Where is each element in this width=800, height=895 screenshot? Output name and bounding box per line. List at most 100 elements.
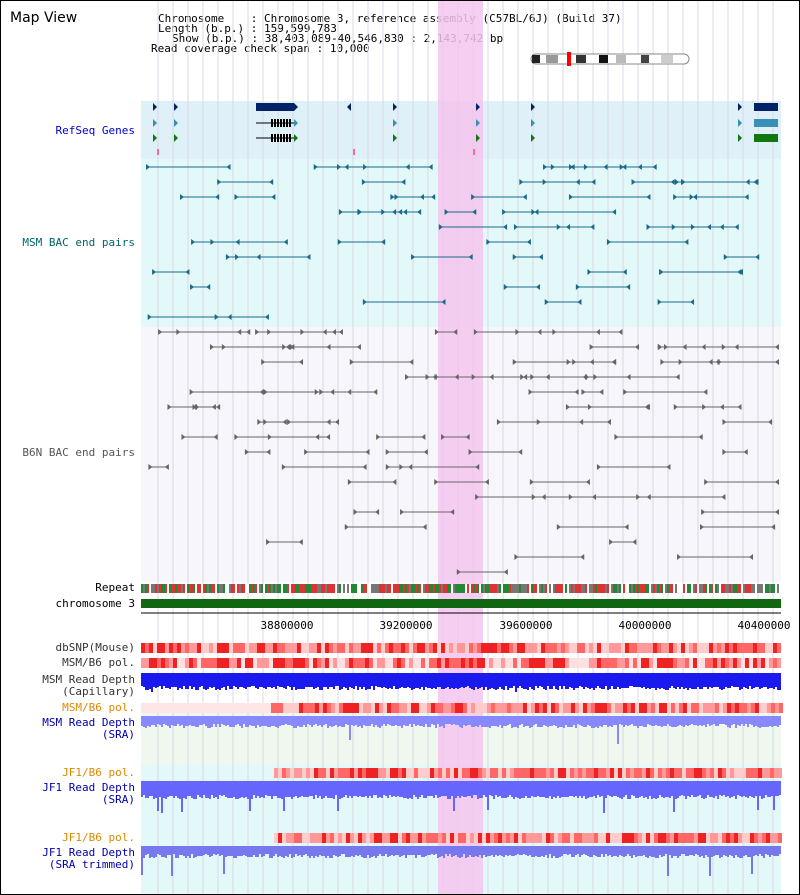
track-label-dbsnp[interactable]: dbSNP(Mouse) — [55, 641, 135, 654]
repeat-segment — [205, 584, 207, 593]
heat-cell — [634, 833, 638, 843]
chromosome-ideogram[interactable] — [530, 52, 690, 66]
depth-bar — [225, 781, 227, 797]
b6n-pair-end — [599, 389, 604, 395]
selected-region-highlight[interactable] — [438, 1, 483, 894]
depth-bar — [141, 673, 143, 686]
depth-bar — [455, 781, 457, 798]
repeat-segment — [449, 584, 451, 593]
heat-cell — [273, 658, 277, 668]
depth-bar — [253, 673, 255, 686]
depth-bar — [393, 673, 395, 686]
depth-bar — [551, 846, 553, 858]
track-label-jf1-b6-pol-2[interactable]: JF1/B6 pol. — [62, 831, 135, 844]
heat-cell — [703, 703, 707, 713]
depth-bar — [355, 781, 357, 796]
depth-bar — [173, 781, 175, 798]
depth-bar — [251, 781, 253, 799]
depth-bar — [733, 781, 735, 796]
repeat-segment — [159, 584, 161, 593]
heat-cell — [739, 703, 743, 713]
heat-cell — [578, 768, 582, 778]
depth-bar — [175, 673, 177, 687]
depth-bar — [523, 716, 525, 727]
depth-bar — [321, 781, 323, 799]
depth-bar — [313, 781, 315, 799]
track-label-refseq[interactable]: RefSeq Genes — [55, 124, 135, 137]
depth-bar — [335, 673, 337, 686]
depth-bar — [317, 781, 319, 798]
depth-bar — [743, 846, 745, 856]
repeat-segment — [393, 584, 395, 593]
depth-bar — [663, 781, 665, 798]
heat-cell — [539, 703, 543, 713]
repeat-segment — [175, 584, 177, 593]
track-label-chromosome[interactable]: chromosome 3 — [55, 597, 135, 610]
track-label-repeat[interactable]: Repeat — [95, 581, 135, 594]
track-label-jf1-depth-sra[interactable]: JF1 Read Depth (SRA) — [42, 782, 135, 806]
msm-pair-end — [512, 254, 517, 260]
depth-bar — [697, 673, 699, 687]
depth-bar — [421, 716, 423, 726]
depth-bar — [635, 716, 637, 726]
depth-bar — [405, 716, 407, 726]
heat-cell — [505, 643, 509, 653]
repeat-segment — [469, 584, 471, 593]
depth-bar — [187, 673, 189, 689]
depth-bar — [765, 846, 767, 854]
depth-bar — [361, 673, 363, 689]
depth-bar — [669, 781, 671, 798]
depth-bar — [549, 673, 551, 689]
track-label-msm-b6-pol[interactable]: MSM/B6 pol. — [62, 656, 135, 669]
depth-bar — [391, 846, 393, 855]
depth-bar — [169, 716, 171, 728]
repeat-segment — [537, 584, 539, 593]
depth-bar — [229, 846, 231, 856]
track-label-b6n-bac[interactable]: B6N BAC end pairs — [22, 446, 135, 459]
track-label-msm-depth-sra[interactable]: MSM Read Depth (SRA) — [42, 717, 135, 741]
track-label-msm-bac[interactable]: MSM BAC end pairs — [22, 236, 135, 249]
depth-bar — [255, 846, 257, 857]
repeat-segment — [597, 584, 599, 593]
b6n-pair-end — [376, 434, 381, 440]
heat-cell — [629, 658, 633, 668]
heat-cell — [382, 768, 386, 778]
depth-bar — [309, 673, 311, 687]
depth-bar — [571, 781, 573, 796]
depth-bar — [183, 781, 185, 798]
track-label-msm-depth-capillary[interactable]: MSM Read Depth (Capillary) — [42, 674, 135, 698]
repeat-segment — [627, 584, 629, 593]
depth-bar — [535, 846, 537, 856]
msm-pair-end — [673, 194, 678, 200]
track-label-msm-b6-pol-sra[interactable]: MSM/B6 pol. — [62, 701, 135, 714]
depth-bar — [535, 673, 537, 686]
depth-bar — [217, 673, 219, 689]
heat-cell — [529, 658, 533, 668]
depth-bar — [581, 673, 583, 687]
heat-cell — [737, 658, 741, 668]
heat-cell — [466, 768, 470, 778]
heat-cell — [325, 643, 329, 653]
heat-cell — [465, 658, 469, 668]
b6n-pair-end — [399, 464, 404, 470]
gene-arrow — [393, 103, 397, 111]
heat-cell — [733, 643, 737, 653]
depth-bar — [175, 716, 177, 726]
depth-bar — [199, 781, 201, 797]
track-label-jf1-depth-trimmed[interactable]: JF1 Read Depth (SRA trimmed) — [42, 847, 135, 871]
depth-bar — [335, 846, 337, 856]
repeat-segment — [291, 584, 293, 593]
heat-cell — [462, 768, 466, 778]
repeat-segment — [593, 584, 595, 593]
depth-bar — [665, 781, 667, 797]
b6n-pair-end — [581, 389, 586, 395]
track-label-jf1-b6-pol[interactable]: JF1/B6 pol. — [62, 766, 135, 779]
heat-cell — [753, 643, 757, 653]
depth-bar — [165, 846, 167, 858]
depth-bar — [389, 716, 391, 725]
depth-bar — [337, 673, 339, 686]
depth-bar — [287, 781, 289, 797]
depth-bar — [617, 846, 619, 857]
